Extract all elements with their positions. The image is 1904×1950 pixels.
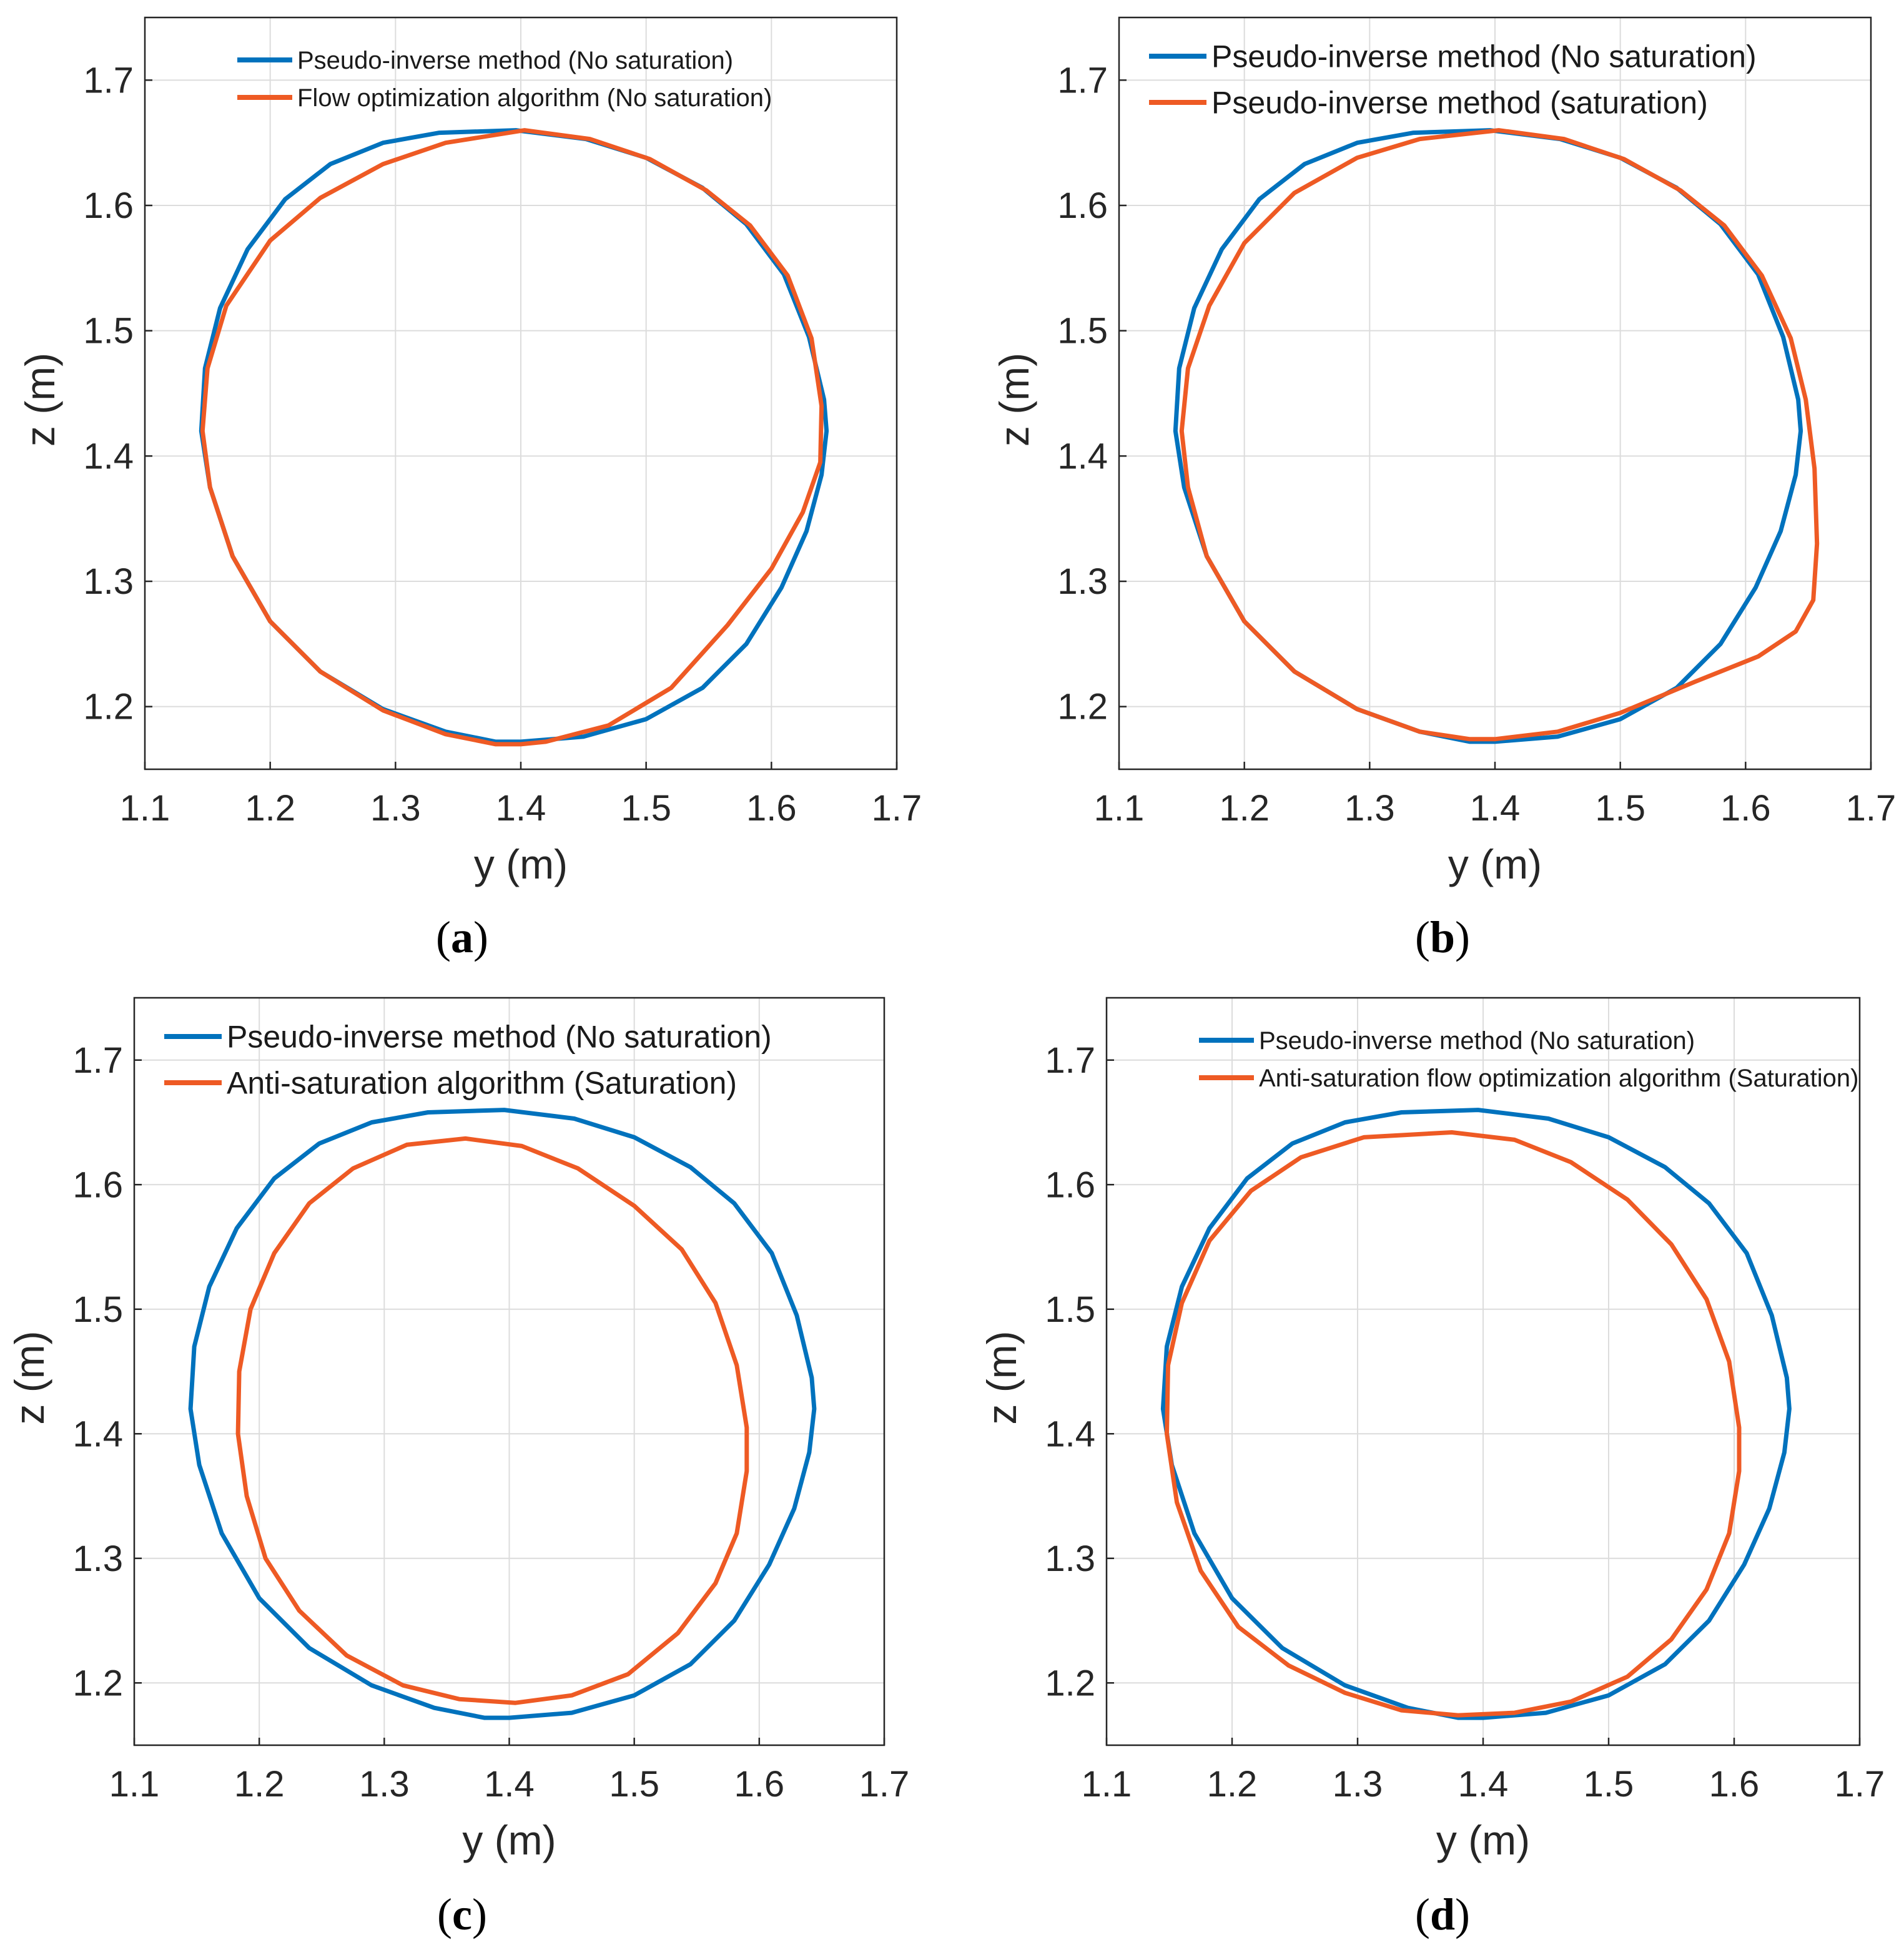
x-tick-label: 1.3: [359, 1764, 410, 1805]
legend-label: Pseudo-inverse method (No saturation): [297, 47, 733, 74]
series-line-blue: [1160, 1108, 1792, 1720]
x-tick-label: 1.3: [1333, 1764, 1383, 1805]
x-axis-label: y (m): [462, 1817, 556, 1863]
x-tick-label: 1.7: [872, 788, 922, 829]
y-tick-label: 1.5: [83, 311, 134, 352]
series-line-orange: [1165, 1130, 1742, 1718]
chart-panel-a: 1.1 1.2 1.3 1.4 1.5 1.6 1.7 1.2 1.3 1.4 1.5 1.6 1.7 P…: [17, 16, 922, 962]
panel-caption: (d): [1415, 1889, 1470, 1939]
panel-caption: (c): [437, 1889, 487, 1939]
panel-caption-letter: a: [451, 912, 473, 962]
chart-panel-c: 1.1 1.2 1.3 1.4 1.5 1.6 1.7 1.2 1.3 1.4 1.5 1.6 1.7 P…: [6, 997, 910, 1939]
series-line-orange: [235, 1136, 749, 1705]
y-tick-label: 1.3: [1057, 561, 1108, 602]
series-line-orange: [1179, 128, 1820, 742]
plot-frame: [1118, 16, 1872, 771]
x-tick-label: 1.4: [1458, 1764, 1509, 1805]
legend-label: Pseudo-inverse method (saturation): [1211, 86, 1708, 121]
legend-label: Pseudo-inverse method (No saturation): [1259, 1027, 1695, 1055]
x-tick-label: 1.4: [484, 1764, 535, 1805]
x-tick-label: 1.1: [1094, 788, 1145, 829]
x-tick-label: 1.5: [1595, 788, 1645, 829]
x-tick-label: 1.2: [245, 788, 295, 829]
y-tick-label: 1.2: [83, 687, 134, 727]
x-axis-label: y (m): [1448, 841, 1542, 887]
y-tick-label: 1.7: [72, 1040, 123, 1081]
y-tick-label: 1.3: [72, 1539, 123, 1579]
x-tick-label: 1.7: [1846, 788, 1897, 829]
panel-caption-letter: d: [1430, 1889, 1455, 1939]
x-tick-label: 1.1: [120, 788, 170, 829]
y-tick-label: 1.2: [72, 1663, 123, 1703]
y-axis-label: z (m): [17, 353, 63, 446]
panel-caption: (b): [1415, 912, 1470, 962]
series-line-blue: [1173, 128, 1803, 744]
x-axis-label: y (m): [474, 841, 568, 887]
legend-label: Anti-saturation flow optimization algori…: [1259, 1065, 1858, 1092]
x-tick-label: 1.2: [234, 1764, 285, 1805]
y-axis-label: z (m): [991, 353, 1037, 446]
x-tick-label: 1.5: [609, 1764, 659, 1805]
y-tick-label: 1.6: [1045, 1165, 1095, 1205]
plot-frame: [133, 997, 885, 1746]
series-line-blue: [199, 128, 829, 744]
chart-panel-d: 1.1 1.2 1.3 1.4 1.5 1.6 1.7 1.2 1.3 1.4 1.5 1.6 1.7 P…: [979, 997, 1885, 1939]
legend-label: Pseudo-inverse method (No saturation): [227, 1020, 772, 1055]
x-tick-label: 1.4: [496, 788, 546, 829]
y-tick-label: 1.6: [72, 1165, 123, 1205]
y-axis-label: z (m): [6, 1331, 52, 1424]
x-tick-label: 1.1: [109, 1764, 160, 1805]
y-tick-label: 1.4: [1045, 1414, 1095, 1454]
y-tick-label: 1.4: [83, 436, 134, 476]
y-axis-label: z (m): [979, 1331, 1025, 1424]
x-tick-label: 1.6: [734, 1764, 785, 1805]
x-tick-label: 1.1: [1082, 1764, 1132, 1805]
series-line-orange: [200, 128, 824, 747]
y-tick-label: 1.4: [1057, 436, 1108, 476]
y-tick-label: 1.7: [1057, 60, 1108, 101]
x-tick-label: 1.6: [746, 788, 797, 829]
panel-caption-letter: b: [1430, 912, 1455, 962]
y-tick-label: 1.2: [1045, 1663, 1095, 1703]
x-tick-label: 1.4: [1470, 788, 1521, 829]
y-tick-label: 1.2: [1057, 687, 1108, 727]
y-tick-label: 1.7: [1045, 1040, 1095, 1081]
y-tick-label: 1.7: [83, 60, 134, 101]
x-tick-label: 1.7: [859, 1764, 910, 1805]
y-tick-label: 1.6: [1057, 185, 1108, 226]
plot-frame: [1105, 997, 1861, 1746]
y-tick-label: 1.5: [1057, 311, 1108, 352]
x-tick-label: 1.6: [1709, 1764, 1760, 1805]
y-tick-label: 1.4: [72, 1414, 123, 1454]
x-tick-label: 1.3: [370, 788, 421, 829]
x-tick-label: 1.2: [1219, 788, 1270, 829]
y-tick-label: 1.3: [1045, 1539, 1095, 1579]
x-axis-label: y (m): [1436, 1817, 1530, 1863]
y-tick-label: 1.5: [1045, 1289, 1095, 1330]
x-tick-label: 1.2: [1207, 1764, 1258, 1805]
legend-label: Pseudo-inverse method (No saturation): [1211, 39, 1757, 74]
chart-panel-b: 1.1 1.2 1.3 1.4 1.5 1.6 1.7 1.2 1.3 1.4 1.5 1.6 1.7 P…: [991, 16, 1897, 962]
x-tick-label: 1.3: [1344, 788, 1395, 829]
x-tick-label: 1.5: [1584, 1764, 1634, 1805]
panel-caption-letter: c: [452, 1889, 472, 1939]
panel-caption: (a): [436, 912, 488, 962]
series-line-blue: [188, 1108, 817, 1720]
y-tick-label: 1.5: [72, 1289, 123, 1330]
legend-label: Flow optimization algorithm (No saturati…: [297, 84, 772, 112]
x-tick-label: 1.7: [1835, 1764, 1885, 1805]
legend-label: Anti-saturation algorithm (Saturation): [227, 1066, 737, 1101]
y-tick-label: 1.6: [83, 185, 134, 226]
plot-frame: [144, 16, 898, 771]
x-tick-label: 1.5: [621, 788, 671, 829]
x-tick-label: 1.6: [1720, 788, 1771, 829]
y-tick-label: 1.3: [83, 561, 134, 602]
